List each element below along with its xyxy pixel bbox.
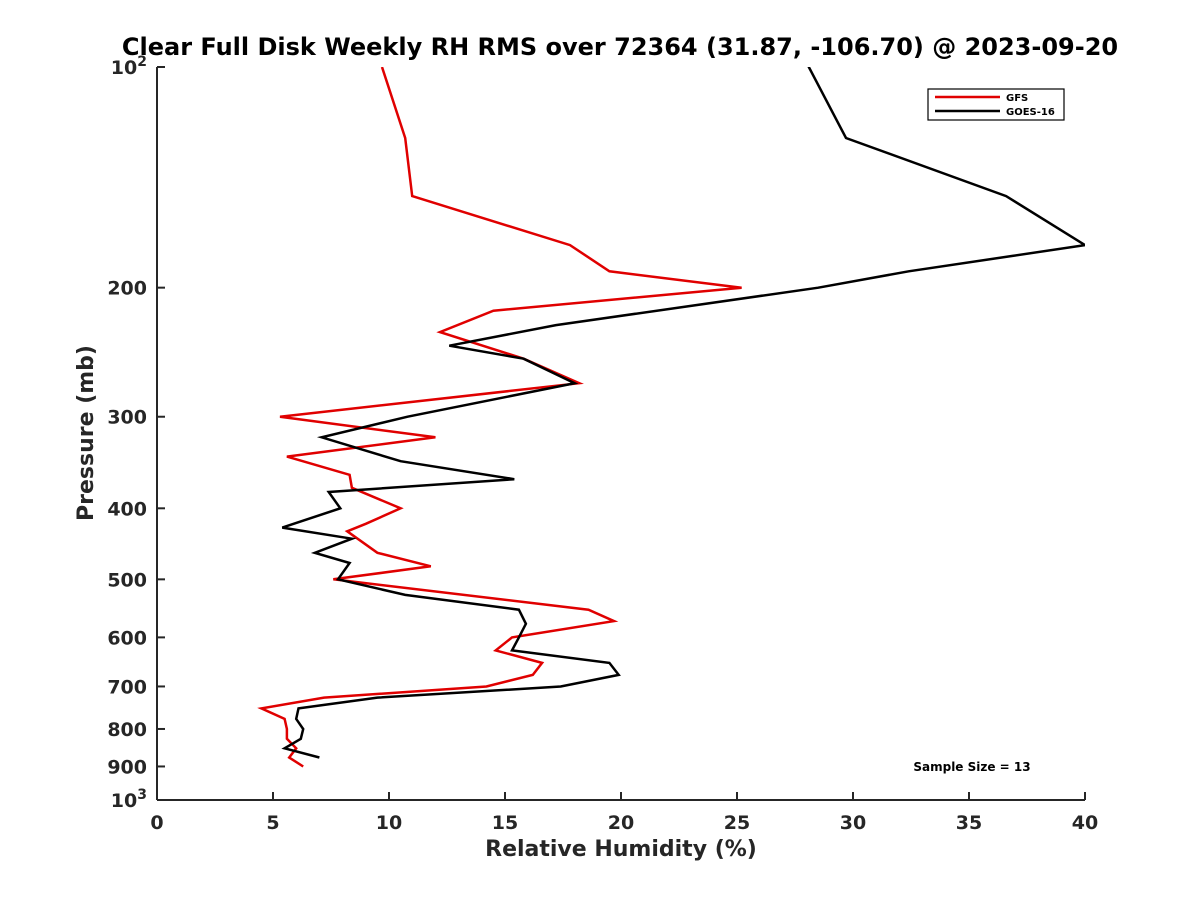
y-axis-label: Pressure (mb) (74, 345, 99, 521)
x-axis-ticks: 0 5 10 15 20 25 30 35 40 (150, 792, 1098, 834)
series-layer (257, 67, 1085, 768)
x-tick-label-7: 35 (956, 812, 982, 834)
x-tick-label-8: 40 (1072, 812, 1098, 834)
y-tick-label-8: 900 (107, 756, 147, 778)
x-tick-label-6: 30 (840, 812, 866, 834)
x-tick-label-0: 0 (150, 812, 163, 834)
y-tick-label-3: 400 (107, 498, 147, 520)
y-tick-label-7: 800 (107, 719, 147, 741)
series-line-gfs (257, 67, 742, 768)
y-tick-label-9: 103 (111, 787, 147, 812)
x-tick-label-1: 5 (266, 812, 279, 834)
legend-label-goes16: GOES-16 (1006, 107, 1055, 118)
x-axis-label: Relative Humidity (%) (485, 837, 757, 862)
y-tick-label-2: 300 (107, 407, 147, 429)
x-tick-label-5: 25 (724, 812, 750, 834)
x-tick-label-3: 15 (492, 812, 518, 834)
y-axis-ticks: 102 200 300 400 500 600 700 800 900 103 (107, 54, 165, 812)
sample-size-annotation: Sample Size = 13 (913, 760, 1030, 774)
y-tick-label-4: 500 (107, 569, 147, 591)
series-line-goes-16 (281, 67, 1085, 759)
y-tick-label-1: 200 (107, 278, 147, 300)
y-tick-label-5: 600 (107, 627, 147, 649)
x-tick-label-4: 20 (608, 812, 634, 834)
legend-box (927, 88, 1065, 121)
x-tick-label-2: 10 (376, 812, 402, 834)
chart-title: Clear Full Disk Weekly RH RMS over 72364… (122, 33, 1118, 61)
legend-label-gfs: GFS (1006, 93, 1028, 104)
legend: GFS GOES-16 (927, 88, 1065, 121)
y-tick-label-0: 102 (111, 54, 147, 79)
y-tick-label-6: 700 (107, 676, 147, 698)
